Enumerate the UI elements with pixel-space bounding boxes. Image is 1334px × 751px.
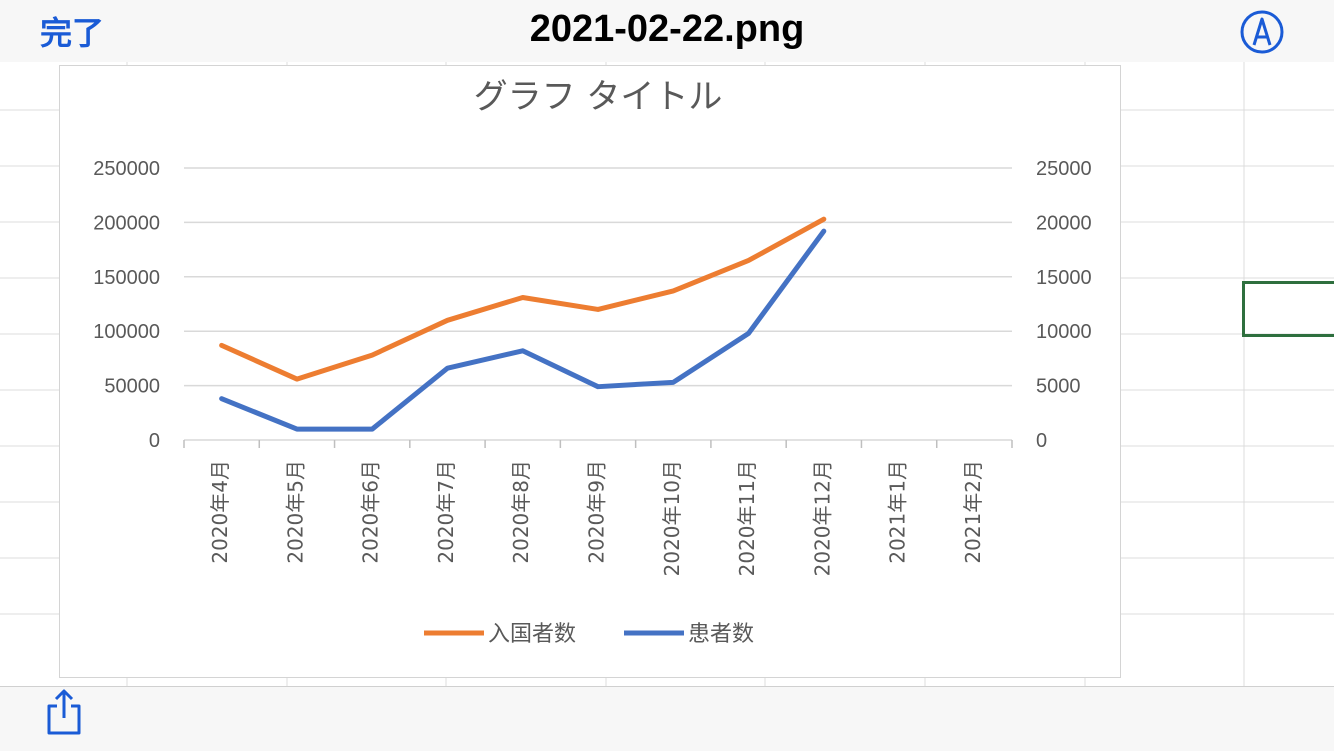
x-tick-label: 2020年10月: [660, 460, 684, 576]
spreadsheet-area: グラフ タイトル 0 50000 100000 150000 200000 250000 0 5…: [0, 62, 1334, 686]
share-icon[interactable]: [44, 687, 84, 737]
x-tick-label: 2020年5月: [283, 460, 307, 564]
x-tick-label: 2020年9月: [585, 460, 609, 564]
y-left-tick-label: 0: [149, 430, 160, 452]
chart-title: グラフ タイトル: [474, 77, 723, 117]
x-tick-label: 2021年1月: [886, 460, 910, 564]
series-line-患者数: [219, 228, 827, 432]
line-chart: グラフ タイトル 0 50000 100000 150000 200000 250000 0 5…: [93, 77, 1092, 647]
x-tick-label: 2020年6月: [359, 460, 383, 564]
y-left-tick-label: 150000: [93, 267, 160, 289]
y-left-tick-label: 250000: [93, 158, 160, 180]
y-right-tick-label: 0: [1036, 430, 1047, 452]
legend-label: 入国者数: [488, 622, 576, 647]
y-right-tick-label: 15000: [1036, 267, 1092, 289]
file-title: 2021-02-22.png: [529, 8, 805, 50]
y-right-tick-label: 10000: [1036, 321, 1092, 343]
done-button[interactable]: 完了: [40, 14, 105, 52]
y-right-tick-label: 25000: [1036, 158, 1092, 180]
x-tick-label: 2020年7月: [434, 460, 458, 564]
y-right-tick-label: 5000: [1036, 376, 1081, 398]
x-tick-label: 2020年11月: [735, 460, 759, 576]
y-right-tick-label: 20000: [1036, 212, 1092, 234]
y-left-tick-label: 200000: [93, 212, 160, 234]
legend-label: 患者数: [688, 622, 754, 647]
y-left-tick-label: 50000: [104, 376, 160, 398]
x-tick-label: 2020年4月: [208, 460, 232, 564]
series-line-入国者数: [219, 216, 827, 382]
y-left-tick-label: 100000: [93, 321, 160, 343]
top-bar: 完了 2021-02-22.png: [0, 0, 1334, 62]
x-tick-label: 2020年8月: [509, 460, 533, 564]
markup-pen-icon[interactable]: [1239, 9, 1285, 55]
x-tick-label: 2021年2月: [961, 460, 985, 564]
bottom-bar: [0, 686, 1334, 751]
x-tick-label: 2020年12月: [810, 460, 834, 576]
selected-cell[interactable]: [1242, 281, 1334, 337]
chart-frame[interactable]: グラフ タイトル 0 50000 100000 150000 200000 250000 0 5…: [59, 65, 1121, 678]
